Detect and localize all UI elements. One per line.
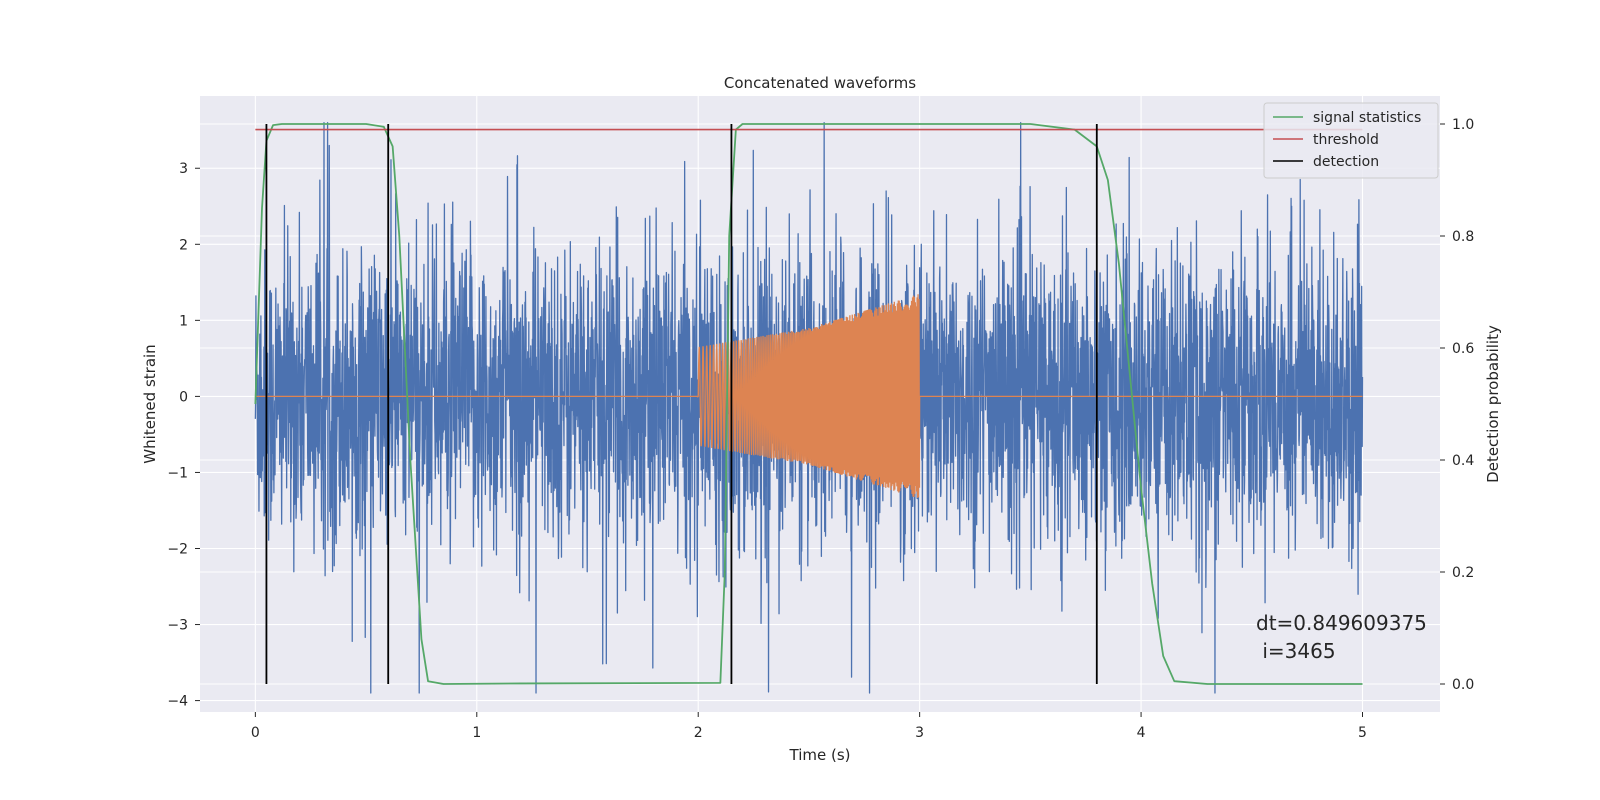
y-tick-label: 1 — [179, 313, 188, 329]
legend-label-threshold: threshold — [1313, 132, 1379, 148]
y2-axis-ticks: 0.0 0.2 0.4 0.6 0.8 1.0 — [1440, 117, 1474, 693]
x-axis-ticks: 0 1 2 3 4 5 — [251, 712, 1367, 741]
y2-tick-label: 0.2 — [1452, 565, 1474, 581]
y-tick-label: −1 — [167, 465, 188, 481]
y2-axis-label: Detection probability — [1484, 325, 1502, 483]
injection-line — [255, 294, 1363, 498]
y-axis-label: Whitened strain — [141, 344, 159, 463]
signal-statistics-series — [254, 123, 1363, 685]
y2-tick-label: 0.8 — [1452, 229, 1474, 245]
y2-tick-label: 0.4 — [1452, 453, 1474, 469]
x-tick-label: 2 — [694, 725, 703, 741]
x-axis-label: Time (s) — [789, 746, 851, 764]
y-tick-label: −3 — [167, 618, 188, 634]
y-tick-label: 0 — [179, 389, 188, 405]
annotation-dt: dt=0.849609375 — [1256, 611, 1427, 635]
x-tick-label: 0 — [251, 725, 260, 741]
injection-series — [255, 294, 1363, 498]
y-tick-label: 2 — [179, 237, 188, 253]
legend-box — [1263, 102, 1439, 179]
annotation-index: i=3465 — [1256, 639, 1336, 663]
x-tick-label: 1 — [472, 725, 481, 741]
detection-series — [265, 124, 1098, 684]
y2-tick-label: 0.0 — [1452, 677, 1474, 693]
y2-tick-label: 0.6 — [1452, 341, 1474, 357]
y2-tick-label: 1.0 — [1452, 117, 1474, 133]
signal-statistics-line — [254, 123, 1363, 685]
y-tick-label: −4 — [167, 694, 188, 710]
x-tick-label: 4 — [1137, 725, 1146, 741]
chart-title: Concatenated waveforms — [724, 74, 916, 92]
y-tick-label: 3 — [179, 161, 188, 177]
legend-label-detection: detection — [1313, 154, 1379, 170]
y-tick-label: −2 — [167, 541, 188, 557]
legend: signal statistics threshold detection — [1263, 102, 1439, 179]
y-axis-ticks: −4 −3 −2 −1 0 1 2 3 — [167, 161, 200, 710]
legend-label-signal-statistics: signal statistics — [1313, 110, 1421, 126]
x-tick-label: 5 — [1358, 725, 1367, 741]
x-tick-label: 3 — [915, 725, 924, 741]
